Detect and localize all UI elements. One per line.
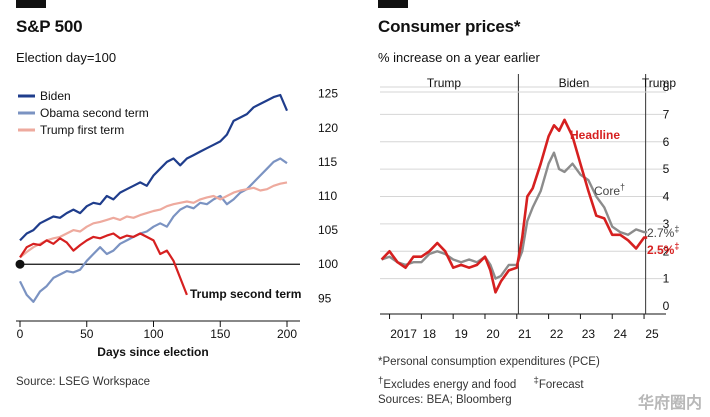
right-x-tick-label: 20 xyxy=(486,327,500,341)
footnote-sources: Sources: BEA; Bloomberg xyxy=(378,394,512,406)
right-top-bar xyxy=(378,0,408,8)
left-y-tick-label: 95 xyxy=(318,291,332,305)
left-y-tick-label: 110 xyxy=(318,189,337,203)
right-series-line-core xyxy=(381,151,648,280)
footnote-forecast-text: Forecast xyxy=(538,378,584,391)
right-series-label-core: Core† xyxy=(594,182,625,198)
left-top-bar xyxy=(16,0,46,8)
left-series-label-trump-second-term: Trump second term xyxy=(190,287,301,301)
left-legend-label: Biden xyxy=(40,89,71,103)
right-x-tick-label: 23 xyxy=(582,327,596,341)
left-y-tick-label: 120 xyxy=(318,121,338,135)
right-end-label-marker: ‡ xyxy=(674,241,679,251)
left-x-tick-label: 0 xyxy=(17,327,24,341)
right-y-tick-label: 2 xyxy=(663,244,670,258)
left-x-axis-label: Days since election xyxy=(97,345,208,359)
footnote-forecast-mark: ‡ xyxy=(533,375,539,386)
footnote-pce: *Personal consumption expenditures (PCE) xyxy=(378,356,600,368)
right-y-tick-label: 6 xyxy=(663,135,670,149)
right-end-label-headline: 2.5%‡ xyxy=(647,241,679,257)
right-y-tick-label: 4 xyxy=(663,190,670,204)
left-chart-subtitle: Election day=100 xyxy=(16,50,117,65)
left-x-tick-label: 100 xyxy=(143,327,163,341)
left-y-tick-label: 115 xyxy=(318,155,337,169)
right-x-tick-label: 18 xyxy=(423,327,437,341)
right-x-tick-label: 2017 xyxy=(390,327,417,341)
left-source-note: Source: LSEG Workspace xyxy=(16,376,151,388)
right-x-tick-label: 19 xyxy=(454,327,468,341)
left-legend-label: Obama second term xyxy=(40,106,149,120)
right-end-label-core: 2.7%‡ xyxy=(647,224,679,240)
right-end-label-marker: ‡ xyxy=(674,224,679,234)
left-series-line-obama-second-term xyxy=(19,157,288,303)
left-x-tick-label: 150 xyxy=(210,327,230,341)
left-x-tick-label: 200 xyxy=(277,327,297,341)
right-core-marker: † xyxy=(620,182,625,192)
footnote-excludes-mark: † xyxy=(378,375,384,386)
right-x-tick-label: 25 xyxy=(645,327,659,341)
left-series-line-trump-first-term xyxy=(19,181,288,259)
left-y-tick-label: 105 xyxy=(318,223,338,237)
left-legend-label: Trump first term xyxy=(40,123,124,137)
right-x-tick-label: 21 xyxy=(518,327,532,341)
right-y-tick-label: 8 xyxy=(663,80,670,94)
right-period-label: Trump xyxy=(642,76,677,90)
right-series-line-headline xyxy=(380,118,648,294)
footnote-excludes: †Excludes energy and food ‡Forecast xyxy=(378,375,584,391)
right-chart-title: Consumer prices* xyxy=(378,17,521,36)
right-y-tick-label: 5 xyxy=(663,162,670,176)
right-chart-subtitle: % increase on a year earlier xyxy=(378,50,540,65)
right-y-tick-label: 1 xyxy=(663,272,670,286)
right-y-tick-label: 3 xyxy=(663,217,670,231)
left-chart-title: S&P 500 xyxy=(16,17,83,36)
right-y-tick-label: 7 xyxy=(663,107,670,121)
right-x-tick-label: 22 xyxy=(550,327,564,341)
watermark-text: 华府圈内 xyxy=(637,395,702,412)
left-y-tick-label: 125 xyxy=(318,87,338,101)
left-election-day-dot xyxy=(15,259,25,269)
right-y-tick-label: 0 xyxy=(663,299,670,313)
right-period-label: Biden xyxy=(559,76,590,90)
left-y-tick-label: 100 xyxy=(318,257,338,271)
left-x-tick-label: 50 xyxy=(80,327,94,341)
left-series-line-biden xyxy=(19,93,289,242)
right-x-tick-label: 24 xyxy=(614,327,628,341)
left-series-line-trump-second-term xyxy=(19,232,188,296)
right-period-label: Trump xyxy=(427,76,462,90)
right-series-label-headline: Headline xyxy=(570,128,620,142)
footnote-excludes-text: Excludes energy and food xyxy=(383,378,517,391)
